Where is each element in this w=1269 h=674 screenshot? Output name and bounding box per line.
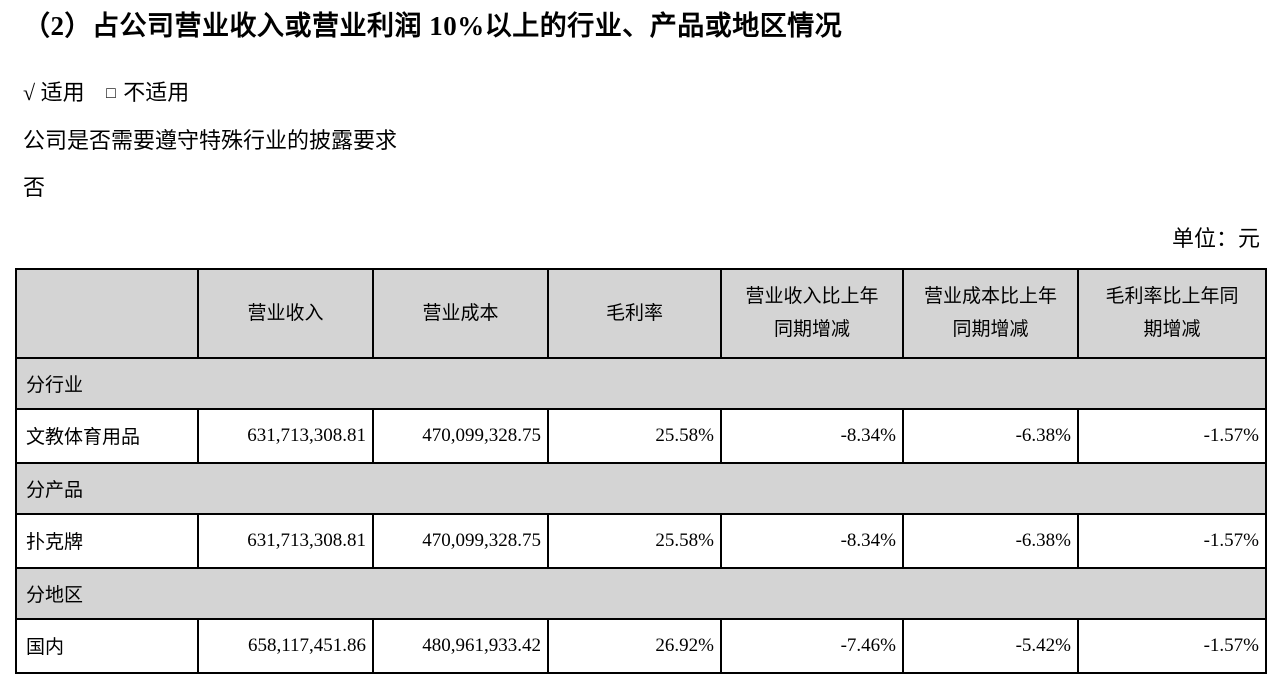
header-cell-revenue-yoy: 营业收入比上年 同期增减 xyxy=(720,267,904,359)
section-label: 分行业 xyxy=(15,356,1267,410)
cell-gross-margin: 25.58% xyxy=(547,407,722,464)
applicability-line: √ 适用 □ 不适用 xyxy=(0,80,1269,106)
disclosure-answer: 否 xyxy=(23,175,46,201)
section-row-by-region: 分地区 xyxy=(15,566,1267,620)
section-label: 分地区 xyxy=(15,566,1267,620)
cell-revenue-yoy: -8.34% xyxy=(720,512,904,569)
cell-cost: 470,099,328.75 xyxy=(372,512,549,569)
cell-cost-yoy: -6.38% xyxy=(902,407,1079,464)
header-cell-revenue: 营业收入 xyxy=(197,267,374,359)
cell-revenue: 631,713,308.81 xyxy=(197,512,374,569)
cell-revenue: 658,117,451.86 xyxy=(197,617,374,674)
row-label: 文教体育用品 xyxy=(15,407,199,464)
header-cell-cost: 营业成本 xyxy=(372,267,549,359)
segment-revenue-table: 营业收入 营业成本 毛利率 营业收入比上年 同期增减 营业成本比上年 同期增减 … xyxy=(15,267,1267,674)
cell-cost-yoy: -6.38% xyxy=(902,512,1079,569)
cell-cost: 470,099,328.75 xyxy=(372,407,549,464)
disclosure-question: 公司是否需要遵守特殊行业的披露要求 xyxy=(23,127,398,153)
cell-revenue: 631,713,308.81 xyxy=(197,407,374,464)
unit-label: 单位：元 xyxy=(1171,225,1260,251)
section-row-by-industry: 分行业 xyxy=(15,356,1267,410)
table-header-row: 营业收入 营业成本 毛利率 营业收入比上年 同期增减 营业成本比上年 同期增减 … xyxy=(15,267,1267,359)
table-row-product: 扑克牌 631,713,308.81 470,099,328.75 25.58%… xyxy=(15,512,1267,569)
section-label: 分产品 xyxy=(15,461,1267,515)
cell-margin-yoy: -1.57% xyxy=(1077,512,1267,569)
header-cell-cost-yoy: 营业成本比上年 同期增减 xyxy=(902,267,1079,359)
header-cell-margin-yoy: 毛利率比上年同 期增减 xyxy=(1077,267,1267,359)
applicable-label: 适用 xyxy=(40,80,85,106)
cell-revenue-yoy: -8.34% xyxy=(720,407,904,464)
table-row-industry: 文教体育用品 631,713,308.81 470,099,328.75 25.… xyxy=(15,407,1267,464)
checkbox-icon: □ xyxy=(106,85,116,103)
header-cell-gross-margin: 毛利率 xyxy=(547,267,722,359)
page-title: （2）占公司营业收入或营业利润 10%以上的行业、产品或地区情况 xyxy=(23,11,843,41)
section-row-by-product: 分产品 xyxy=(15,461,1267,515)
row-label: 扑克牌 xyxy=(15,512,199,569)
not-applicable-label: 不适用 xyxy=(123,80,190,106)
checkmark-icon: √ xyxy=(23,80,36,106)
cell-margin-yoy: -1.57% xyxy=(1077,407,1267,464)
cell-gross-margin: 25.58% xyxy=(547,512,722,569)
header-cell-blank xyxy=(15,267,199,359)
